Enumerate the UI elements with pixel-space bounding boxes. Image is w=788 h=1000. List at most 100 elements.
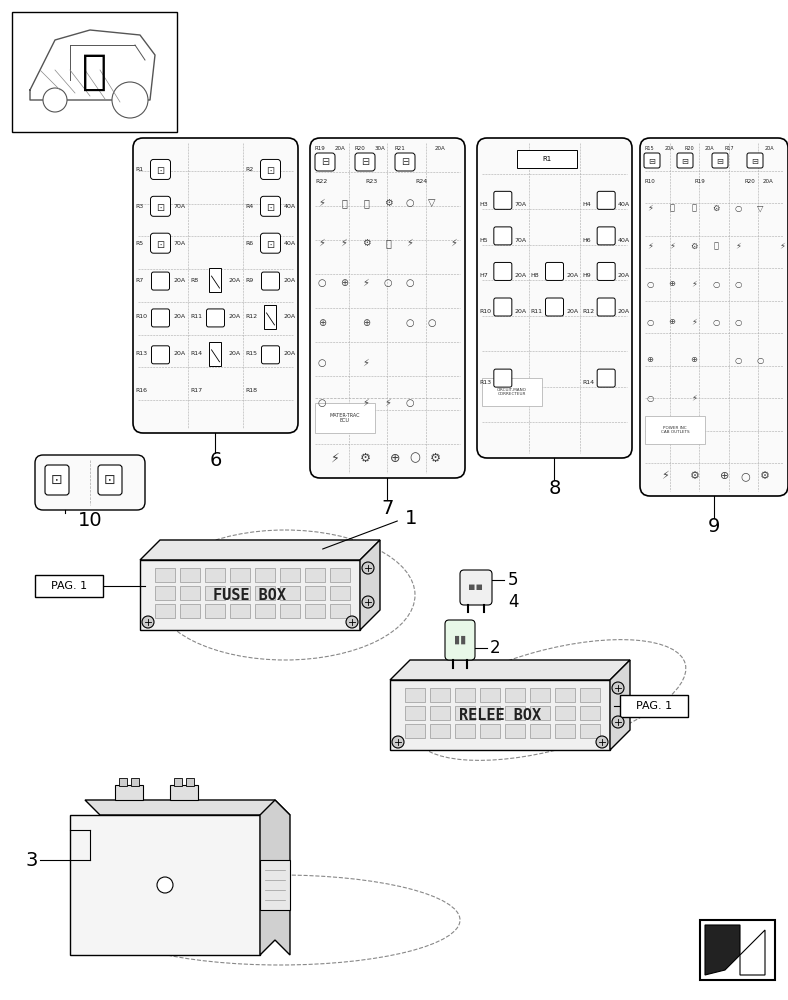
Text: R12: R12 [245,314,257,319]
Text: ○: ○ [646,279,653,288]
Text: ⊕: ⊕ [668,279,675,288]
Bar [255,568,275,582]
Bar [505,688,525,702]
Text: ⊡: ⊡ [266,240,274,250]
Text: ⊟: ⊟ [321,157,329,167]
FancyBboxPatch shape [151,272,169,290]
Circle shape [142,616,154,628]
Text: ○: ○ [406,398,414,408]
Text: ⚡: ⚡ [669,241,675,250]
Bar [230,586,250,600]
Text: 20A: 20A [705,146,715,151]
Text: 20A: 20A [618,309,630,314]
FancyBboxPatch shape [597,262,615,280]
Text: 40A: 40A [284,241,296,246]
Bar [530,706,550,720]
Text: FUSE BOX: FUSE BOX [214,587,287,602]
Text: ⚡: ⚡ [691,393,697,402]
Bar [305,586,325,600]
Text: R10: R10 [135,314,147,319]
Polygon shape [260,800,290,955]
FancyBboxPatch shape [261,233,281,253]
FancyBboxPatch shape [262,272,280,290]
Text: 20A: 20A [284,351,296,356]
Text: R4: R4 [245,204,253,209]
Text: R7: R7 [135,277,143,282]
Bar [260,860,290,910]
Text: 2: 2 [490,639,500,657]
Text: ⚡: ⚡ [451,238,458,248]
Text: 20A: 20A [174,351,186,356]
Bar [280,604,300,618]
FancyBboxPatch shape [597,191,615,209]
Text: ⚙: ⚙ [690,241,697,250]
Text: ⊟: ⊟ [649,156,656,165]
Text: H8: H8 [530,273,539,278]
Bar [645,416,705,444]
Bar [482,378,542,406]
Bar [205,568,225,582]
Text: POWER INC
CAB OUTLETS: POWER INC CAB OUTLETS [660,426,690,434]
Text: 20A: 20A [515,273,526,278]
Text: PAG. 1: PAG. 1 [51,581,87,591]
Text: ⚙: ⚙ [429,452,440,464]
Text: 40A: 40A [618,238,630,243]
Text: H5: H5 [479,238,488,243]
Text: 70A: 70A [174,241,186,246]
Text: ⚡: ⚡ [779,241,785,250]
FancyBboxPatch shape [494,191,512,209]
Bar [155,568,175,582]
Text: R13: R13 [135,351,147,356]
Text: R2: R2 [245,167,253,172]
Text: R21: R21 [395,146,406,151]
Bar [210,268,221,292]
Text: R3: R3 [135,204,143,209]
Text: 10: 10 [78,510,102,530]
Circle shape [346,616,358,628]
Bar [205,586,225,600]
Bar [455,706,475,720]
Text: ⊡: ⊡ [104,473,116,487]
FancyBboxPatch shape [262,346,280,364]
FancyBboxPatch shape [315,153,335,171]
Bar [330,568,350,582]
FancyBboxPatch shape [494,227,512,245]
Text: ⚡: ⚡ [340,238,348,248]
Text: H4: H4 [582,202,591,207]
Text: R13: R13 [479,380,491,385]
Bar [230,568,250,582]
Circle shape [596,736,608,748]
Text: R6: R6 [245,241,253,246]
Text: ⚡: ⚡ [661,471,669,481]
Bar [555,706,575,720]
Text: 20A: 20A [665,146,675,151]
Circle shape [392,736,404,748]
Text: R12: R12 [582,309,594,314]
Text: 1: 1 [405,508,418,528]
Text: ⊕: ⊕ [318,318,326,328]
Text: ⊕: ⊕ [390,452,400,464]
Circle shape [612,682,624,694]
Bar [255,586,275,600]
FancyBboxPatch shape [355,153,375,171]
Bar [255,604,275,618]
Text: 20A: 20A [567,309,578,314]
Text: ○: ○ [384,278,392,288]
Text: ⚡: ⚡ [331,452,340,464]
Text: 💨: 💨 [363,198,369,208]
FancyBboxPatch shape [494,298,512,316]
FancyBboxPatch shape [644,153,660,168]
Text: MATER-TRAC
ECU: MATER-TRAC ECU [329,413,360,423]
Text: ⚡: ⚡ [647,241,653,250]
Bar [210,342,221,366]
Text: ○: ○ [756,356,764,364]
FancyBboxPatch shape [677,153,693,168]
Text: ⊟: ⊟ [716,156,723,165]
FancyBboxPatch shape [151,196,170,216]
Text: 70A: 70A [515,238,526,243]
Text: ⊡: ⊡ [51,473,63,487]
Text: 8: 8 [548,479,561,497]
Circle shape [612,716,624,728]
Text: R18: R18 [245,388,257,393]
Text: ○: ○ [712,279,719,288]
